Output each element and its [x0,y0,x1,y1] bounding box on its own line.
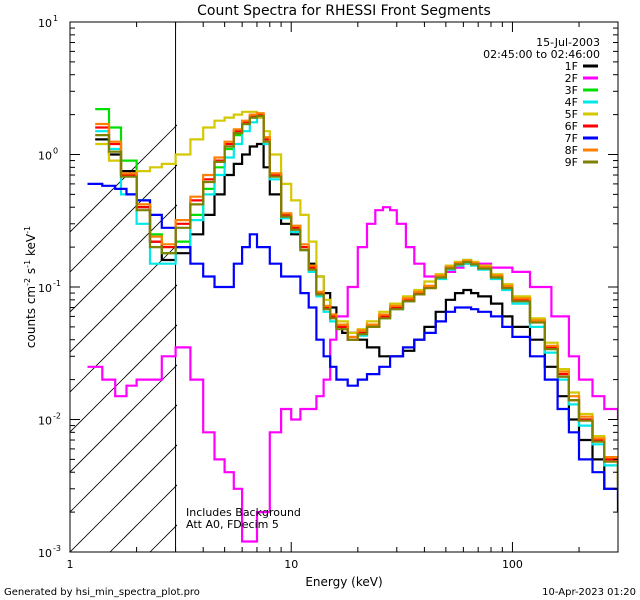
hatch-line [70,204,177,313]
y-label-exp-cm: -2 [23,278,32,286]
series-2F [87,206,618,543]
note-attenuator: Att A0, FDecim 5 [186,518,279,531]
series-7F [87,182,618,500]
y-tick-exponent: 1 [53,14,58,23]
y-tick-base: 10 [38,547,52,560]
y-tick-base: 10 [38,17,52,30]
series-layer [87,108,618,543]
y-tick-base: 10 [38,150,52,163]
chart-title: Count Spectra for RHESSI Front Segments [197,3,491,19]
x-tick-label: 100 [502,558,523,571]
legend-label-5F: 5F [565,108,578,121]
y-tick-base: 10 [38,282,52,295]
attenuator-hatch-region [70,124,177,552]
y-tick-exponent: 0 [53,147,58,156]
y-tick-label: 10 [38,17,52,30]
footer-generated-by: Generated by hsi_min_spectra_plot.pro [4,587,200,598]
series-9F [95,115,618,489]
observation-time-range: 02:45:00 to 02:46:00 [483,48,600,61]
legend-label-2F: 2F [565,72,578,85]
legend-label-6F: 6F [565,120,578,133]
y-label-exp-kev: -1 [23,226,32,234]
hatch-line [70,244,177,353]
x-axis-label: Energy (keV) [305,575,382,589]
y-axis-label: counts cm-2 s-1 keV-1 [23,226,38,348]
observation-date: 15-Jul-2003 [536,36,600,49]
y-tick-label: 10 [38,547,52,560]
legend-label-9F: 9F [565,156,578,169]
hatch-line [70,404,177,513]
legend-label-1F: 1F [565,60,578,73]
legend-label-8F: 8F [565,144,578,157]
hatch-line [70,364,177,473]
footer-timestamp: 10-Apr-2023 01:20 [542,587,636,598]
y-tick-exponent: -3 [53,544,61,553]
hatch-line [70,284,177,393]
y-label-part-counts: counts cm [24,286,38,348]
x-axis: 1 10 100 [67,22,619,571]
y-tick-base: 10 [38,415,52,428]
legend-label-7F: 7F [565,132,578,145]
x-tick-label: 10 [284,558,298,571]
note-background: Includes Background [186,506,301,519]
y-tick-exponent: -1 [53,279,61,288]
y-tick-label: 10 [38,282,52,295]
x-tick-label: 1 [67,558,74,571]
y-tick-label: 10 [38,415,52,428]
y-label-part-s: s [24,268,38,278]
legend-label-3F: 3F [565,84,578,97]
y-tick-exponent: -2 [53,412,61,421]
y-tick-label: 10 [38,150,52,163]
hatch-line [70,444,177,552]
y-label-part-kev: keV [24,233,38,260]
y-label-exp-s: -1 [23,260,32,268]
legend-label-4F: 4F [565,96,578,109]
